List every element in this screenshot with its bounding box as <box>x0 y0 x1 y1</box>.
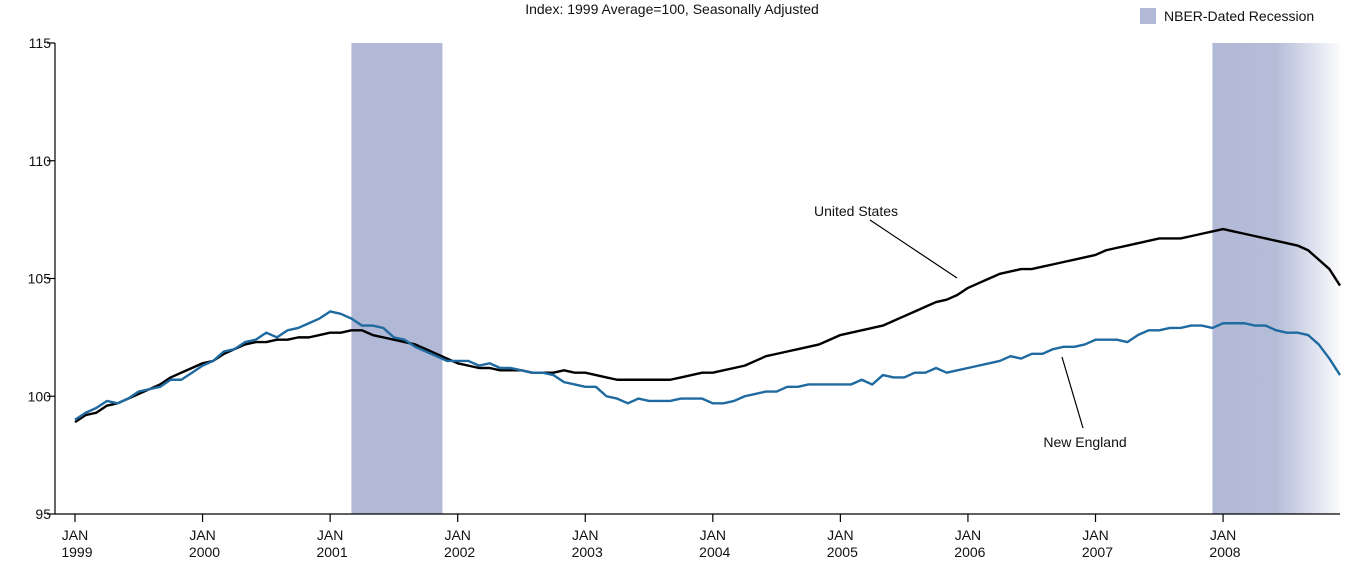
recession-band <box>351 43 443 514</box>
y-tick-label: 115 <box>29 35 52 51</box>
annotation: New England <box>1043 434 1126 450</box>
x-tick-label: JAN 1999 <box>57 527 92 560</box>
legend-swatch <box>1140 8 1156 24</box>
annotation-leader <box>869 219 958 279</box>
x-tick-label: JAN 2007 <box>1078 527 1113 560</box>
recession-band <box>1212 43 1340 514</box>
y-tick-label: 100 <box>28 388 52 404</box>
chart-subtitle: Index: 1999 Average=100, Seasonally Adju… <box>525 1 819 17</box>
x-tick-label: JAN 2000 <box>185 527 220 560</box>
x-tick-label: JAN 2005 <box>823 527 858 560</box>
x-tick-label: JAN 2004 <box>695 527 730 560</box>
x-tick-label: JAN 2002 <box>440 527 475 560</box>
x-tick-label: JAN 2008 <box>1206 527 1241 560</box>
y-tick-label: 110 <box>29 153 52 169</box>
x-tick-label: JAN 2006 <box>950 527 985 560</box>
annotation-leader <box>1061 356 1084 429</box>
y-tick-label: 95 <box>35 506 51 522</box>
annotation: United States <box>814 203 898 219</box>
x-tick-label: JAN 2001 <box>313 527 348 560</box>
series-line <box>74 227 1342 424</box>
legend-label: NBER-Dated Recession <box>1164 8 1314 24</box>
series-line <box>74 310 1342 421</box>
y-tick-label: 105 <box>28 271 52 287</box>
x-tick-label: JAN 2003 <box>568 527 603 560</box>
